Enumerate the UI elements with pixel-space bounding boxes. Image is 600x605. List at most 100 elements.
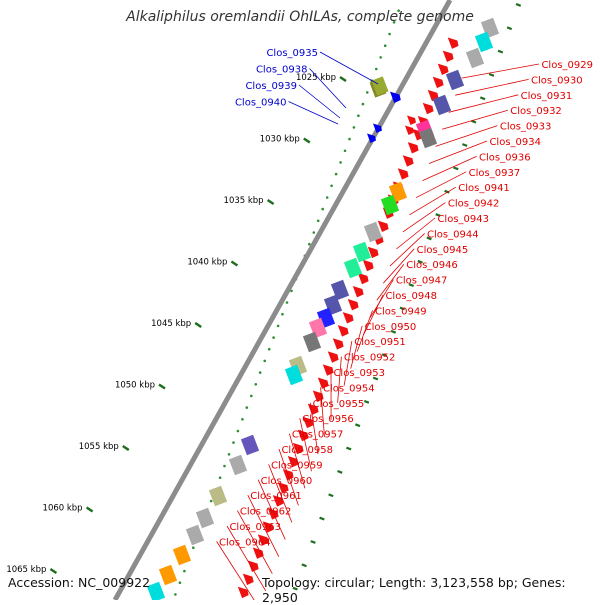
scale-dot [330,185,333,188]
gene-block [173,545,191,566]
gene-label: Clos_0943 [437,214,489,225]
gene-arrow [443,51,454,62]
gene-label: Clos_0964 [219,537,271,548]
gene-arrow [328,351,339,362]
scale-tick [50,569,56,573]
scale-label: 1050 kbp [115,381,155,391]
gene-block [446,70,464,91]
tick-mark [498,51,503,53]
gene-arrow [353,286,364,297]
scale-dot [379,56,382,59]
scale-dot [281,313,284,316]
gene-arrow [243,574,254,585]
scale-dot [308,243,311,246]
gene-arrow [363,260,374,271]
scale-dot [339,161,342,164]
gene-label: Clos_0945 [417,245,469,256]
tick-mark [311,541,316,543]
gene-arrow [423,103,434,114]
feature-track [147,18,499,600]
gene-label: Clos_0930 [531,75,583,86]
scale-label: 1035 kbp [224,196,264,206]
gene-arrow [253,547,264,558]
gene-block [186,525,204,546]
scale-label: 1065 kbp [6,565,46,575]
gene-arrow [405,126,414,136]
gene-arrow [378,221,389,232]
gene-label: Clos_0933 [500,122,552,133]
gene-label: Clos_0953 [333,368,385,379]
scale-dot [362,103,365,106]
gene-arrow [398,168,409,179]
gene-label: Clos_0954 [323,383,375,394]
gene-label: Clos_0948 [385,291,437,302]
gene-label: Clos_0959 [271,460,323,471]
scale-label: 1045 kbp [151,319,191,329]
gene-arrow [438,64,449,75]
gene-label: Clos_0956 [302,414,354,425]
gene-label: Clos_0931 [521,91,573,102]
scale-dot [179,581,182,584]
scale-label: 1030 kbp [260,135,300,145]
gene-label: Clos_0960 [261,476,313,487]
gene-block [196,508,214,529]
tick-mark [454,168,459,170]
scale-dot [321,208,324,211]
tick-mark [462,144,467,146]
gene-label: Clos_0935 [266,48,318,59]
scale-dot [286,301,289,304]
scale-dot [375,68,378,71]
gene-label: Clos_0934 [489,137,541,148]
gene-label: Clos_0941 [458,183,510,194]
scale-dot [317,220,320,223]
scale-tick [159,385,165,389]
scale-label: 1040 kbp [187,258,227,268]
scale-dot [268,348,271,351]
leader-line [289,102,339,125]
tick-mark [320,518,325,520]
accession-label: Accession: NC_009922 [8,575,150,590]
gene-arrow [323,364,334,375]
topology-label: Topology: circular; Length: 3,123,558 bp… [262,575,600,605]
gene-label: Clos_0939 [245,81,297,92]
gene-label: Clos_0947 [396,276,448,287]
gene-label: Clos_0936 [479,152,531,163]
scale-tick [268,200,274,204]
scale-dot [388,33,391,36]
tick-mark [338,471,343,473]
gene-label: Clos_0963 [229,522,281,533]
gene-label: Clos_0958 [281,445,333,456]
scale-dot [237,430,240,433]
gene-label: Clos_0938 [256,65,308,76]
gene-label: Clos_0949 [375,306,427,317]
scale-dot [259,371,262,374]
scale-dot [272,336,275,339]
gene-label: Clos_0946 [406,260,458,271]
gene-label: Clos_0932 [510,106,562,117]
tick-mark [302,564,307,566]
gene-arrow [403,155,414,166]
tick-mark [471,121,476,123]
gene-label: Clos_0955 [313,399,365,410]
tick-mark [355,424,360,426]
scale-dot [335,173,338,176]
scale-dot [255,383,258,386]
gene-label: Clos_0929 [541,60,593,71]
leader-line [442,110,508,129]
gene-labels-left: Clos_0935 Clos_0938 Clos_0939 Clos_0940 [235,48,378,124]
scale-dot [348,138,351,141]
gene-label: Clos_0937 [469,168,521,179]
scale-dot [246,406,249,409]
scale-dot [210,500,213,503]
gene-block [209,486,227,507]
scale-dot [277,325,280,328]
scale-dot [232,441,235,444]
tick-mark [489,74,494,76]
scale-label: 1055 kbp [79,442,119,452]
tick-mark [516,4,521,6]
scale-dot [241,418,244,421]
gene-label: Clos_0940 [235,98,287,109]
leader-line [338,357,342,403]
leader-line [299,85,340,118]
